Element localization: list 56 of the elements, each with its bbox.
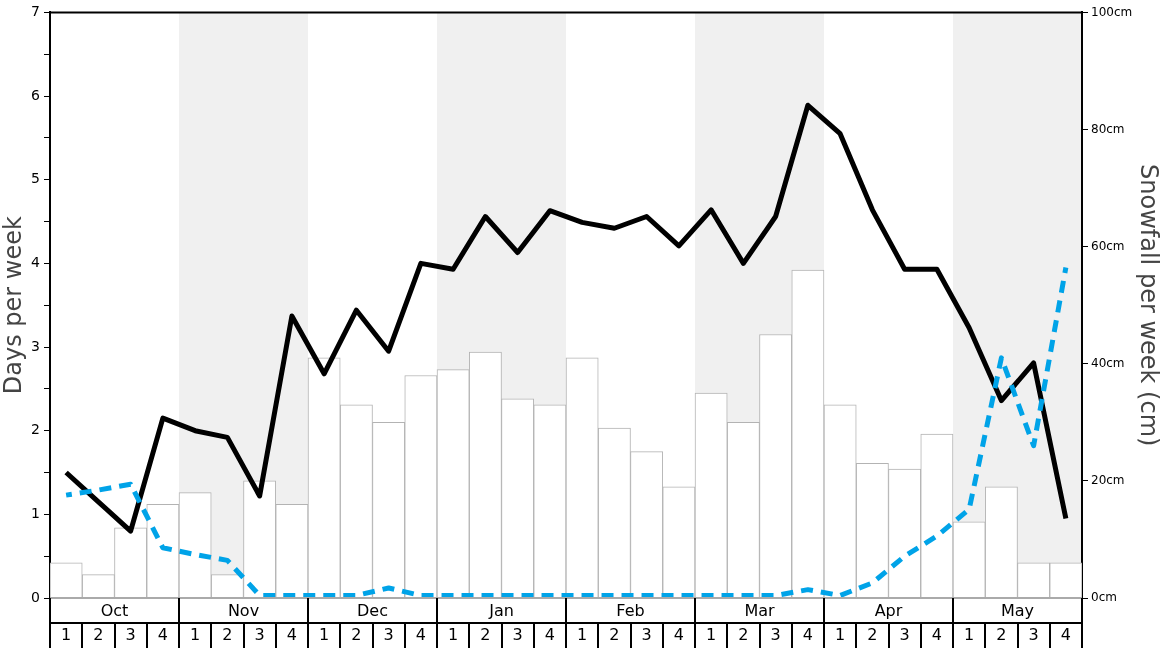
x-tick-label: 1 — [706, 624, 717, 644]
y-axis-title: Days per week — [0, 216, 27, 395]
x-tick-label: 4 — [544, 624, 555, 644]
text: Dec — [357, 600, 388, 620]
x-tick-label: 4 — [802, 624, 813, 644]
x-tick-label: 3 — [254, 624, 265, 644]
x-tick-label: 1 — [835, 624, 846, 644]
text: Mar — [744, 600, 776, 620]
x-tick-label: 3 — [512, 624, 523, 644]
x-tick-label: 2 — [867, 624, 878, 644]
y2-tick-label: 80cm — [1091, 121, 1125, 136]
y2-tick-label: 60cm — [1091, 238, 1125, 253]
y2-tick-label: 100cm — [1091, 4, 1133, 19]
y-tick-label: 0 — [31, 588, 40, 605]
x-tick-label: 4 — [157, 624, 168, 644]
y-tick-label: 2 — [31, 421, 40, 438]
y-tick-label: 6 — [31, 86, 41, 103]
text: Jan — [488, 600, 514, 620]
x-tick-label: 3 — [641, 624, 652, 644]
x-tick-label: 1 — [964, 624, 975, 644]
x-tick-label: 2 — [738, 624, 749, 644]
x-tick-label: 2 — [93, 624, 104, 644]
x-tick-label: 1 — [319, 624, 330, 644]
y-tick-label: 4 — [31, 254, 41, 271]
y2-tick-label: 20cm — [1091, 473, 1125, 488]
x-tick-label: 1 — [448, 624, 459, 644]
y2-tick-label: 40cm — [1091, 355, 1125, 370]
x-tick-label: 4 — [1060, 624, 1071, 644]
x-tick-label: 1 — [577, 624, 588, 644]
x-tick-label: 3 — [1028, 624, 1039, 644]
x-tick-label: 1 — [61, 624, 72, 644]
text: May — [1000, 600, 1035, 620]
x-tick-label: 4 — [415, 624, 426, 644]
y2-tick-label: 0cm — [1091, 590, 1117, 605]
text: Nov — [227, 600, 260, 620]
y2-axis-title: Snowfall per week (cm) — [1135, 164, 1164, 447]
x-tick-label: 4 — [286, 624, 297, 644]
x-tick-label: 2 — [996, 624, 1007, 644]
x-tick-label: 2 — [609, 624, 620, 644]
x-tick-label: 3 — [770, 624, 781, 644]
x-tick-label: 4 — [931, 624, 942, 644]
x-tick-label: 3 — [383, 624, 394, 644]
x-tick-label: 3 — [125, 624, 136, 644]
y-tick-label: 7 — [31, 3, 40, 20]
x-tick-label: 2 — [480, 624, 491, 644]
x-tick-label: 1 — [190, 624, 201, 644]
text: Oct — [100, 600, 129, 620]
x-tick-label: 4 — [673, 624, 684, 644]
y-tick-label: 1 — [31, 504, 40, 521]
x-tick-label: 2 — [222, 624, 233, 644]
y-tick-label: 3 — [31, 337, 40, 354]
x-tick-label: 2 — [351, 624, 362, 644]
text: Feb — [616, 600, 645, 620]
text: Apr — [874, 600, 903, 620]
x-tick-label: 3 — [899, 624, 910, 644]
y-tick-label: 5 — [31, 170, 40, 187]
